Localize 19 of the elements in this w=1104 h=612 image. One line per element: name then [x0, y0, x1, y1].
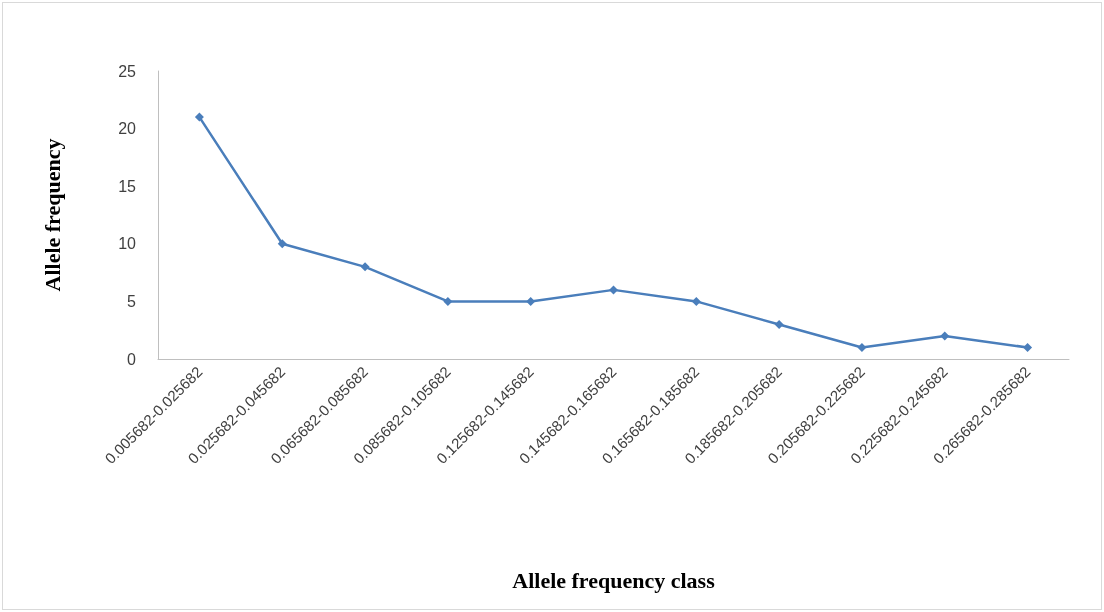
x-axis-title: Allele frequency class [512, 567, 716, 593]
y-tick-label: 20 [118, 120, 137, 138]
y-tick-label: 25 [118, 62, 137, 80]
y-tick-label: 15 [118, 177, 137, 195]
point [277, 239, 287, 249]
point [443, 296, 453, 306]
point [691, 296, 701, 306]
point [774, 319, 784, 329]
point [194, 112, 204, 122]
y-tick-label: 10 [118, 235, 137, 253]
point [857, 342, 867, 352]
point [360, 262, 370, 272]
point [609, 285, 618, 295]
y-tick-label: 0 [127, 350, 137, 368]
point [940, 331, 950, 341]
point [1023, 342, 1033, 352]
y-tick-label: 5 [127, 292, 137, 310]
point [526, 296, 536, 306]
y-axis-title: Allele frequency [39, 138, 65, 292]
